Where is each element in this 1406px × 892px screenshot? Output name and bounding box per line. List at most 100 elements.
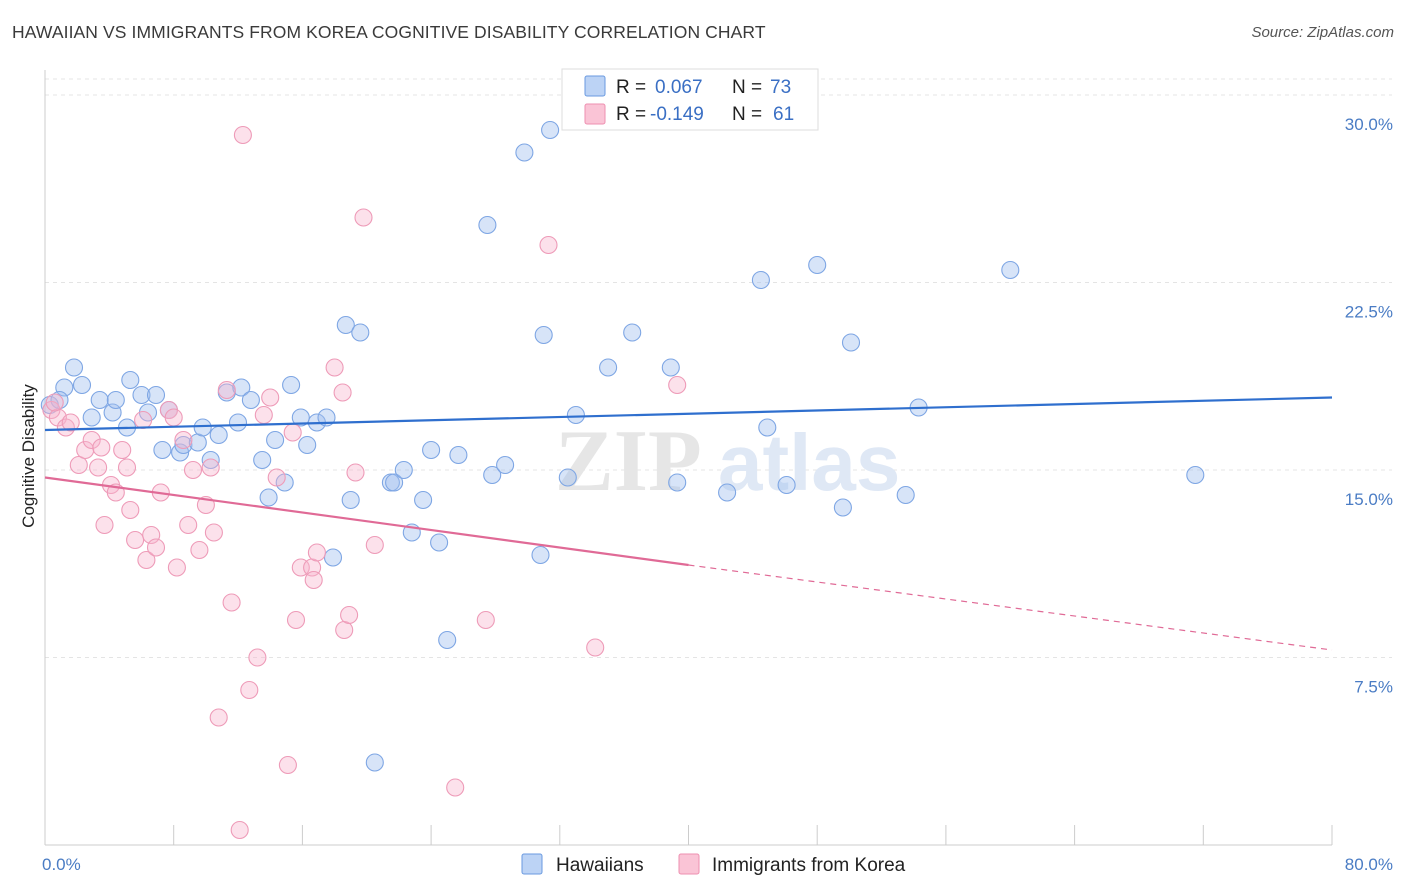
point-korea <box>113 440 132 460</box>
legend-r-value-2: -0.149 <box>650 104 704 125</box>
point-hawaiian <box>751 270 770 290</box>
legend-bottom-label-korea: Immigrants from Korea <box>712 855 906 876</box>
point-hawaiian <box>566 405 585 425</box>
point-korea <box>137 550 156 570</box>
point-korea <box>92 438 111 457</box>
point-korea <box>230 820 249 840</box>
y-tick-labels: 7.5% 15.0% 22.5% 30.0% <box>1345 115 1393 697</box>
point-korea <box>476 610 495 630</box>
point-korea <box>254 405 273 425</box>
point-hawaiian <box>541 120 560 140</box>
point-hawaiian <box>90 390 109 410</box>
point-hawaiian <box>201 450 220 470</box>
point-korea <box>365 535 384 555</box>
legend-bottom-label-hawaiians: Hawaiians <box>556 855 644 876</box>
y-tick-label: 30.0% <box>1345 115 1393 134</box>
y-tick-label: 15.0% <box>1345 490 1393 509</box>
point-korea <box>304 570 323 590</box>
point-hawaiian <box>422 440 441 460</box>
point-hawaiian <box>282 375 301 395</box>
point-hawaiian <box>64 358 84 377</box>
legend-n-label-2: N = <box>732 104 762 125</box>
legend-n-value-2: 61 <box>773 104 794 125</box>
point-korea <box>217 380 236 400</box>
x-tick-label-min: 0.0% <box>42 855 81 874</box>
point-korea <box>209 708 228 727</box>
point-hawaiian <box>661 358 680 377</box>
point-hawaiian <box>132 385 151 405</box>
trend-line-korea <box>44 476 689 567</box>
point-hawaiian <box>718 483 737 502</box>
point-korea <box>134 410 153 430</box>
chart-title: HAWAIIAN VS IMMIGRANTS FROM KOREA COGNIT… <box>12 22 766 42</box>
point-hawaiian <box>623 323 642 342</box>
point-korea <box>240 680 259 700</box>
point-hawaiian <box>365 753 384 772</box>
grid-lines <box>45 78 1392 658</box>
point-hawaiian <box>668 473 687 492</box>
point-hawaiian <box>341 490 360 510</box>
point-korea <box>117 458 137 477</box>
point-hawaiian <box>1186 465 1205 485</box>
legend-r-label-2: R = <box>616 104 646 125</box>
series-hawaiians <box>40 120 1205 772</box>
point-korea <box>307 543 326 562</box>
point-korea <box>69 455 88 475</box>
point-hawaiian <box>193 418 212 437</box>
point-korea <box>539 235 558 255</box>
point-hawaiian <box>758 418 777 437</box>
point-korea <box>222 593 241 612</box>
point-hawaiian <box>438 630 457 650</box>
legend-bottom: Hawaiians Immigrants from Korea <box>521 853 906 876</box>
point-hawaiian <box>253 450 272 470</box>
point-korea <box>446 778 465 797</box>
point-korea <box>283 423 302 442</box>
legend-bottom-swatch-hawaiians <box>521 853 543 875</box>
point-korea <box>286 610 306 630</box>
point-hawaiian <box>232 378 251 397</box>
point-hawaiian <box>291 408 310 427</box>
point-korea <box>354 208 373 227</box>
point-hawaiian <box>841 333 861 352</box>
point-hawaiian <box>82 408 101 427</box>
legend-n-label-1: N = <box>732 77 762 98</box>
point-hawaiian <box>241 390 260 410</box>
legend-top: R = 0.067 N = 73 R = -0.149 N = 61 <box>561 68 819 131</box>
x-tick-label-max: 80.0% <box>1345 855 1393 874</box>
point-hawaiian <box>298 435 317 455</box>
point-hawaiian <box>336 315 355 335</box>
y-tick-label: 7.5% <box>1354 678 1393 697</box>
point-korea <box>233 125 252 145</box>
point-korea <box>333 383 352 402</box>
point-korea <box>174 430 193 450</box>
point-hawaiian <box>174 435 193 455</box>
point-hawaiian <box>209 425 228 445</box>
point-hawaiian <box>351 323 370 342</box>
point-korea <box>668 375 687 395</box>
trend-line-hawaiians <box>44 396 1333 432</box>
point-korea <box>61 413 80 432</box>
y-tick-label: 22.5% <box>1345 303 1393 322</box>
point-korea <box>121 500 140 520</box>
trend-lines <box>44 396 1333 651</box>
point-hawaiian <box>153 440 172 460</box>
point-korea <box>346 463 365 482</box>
point-hawaiian <box>558 468 577 487</box>
point-korea <box>56 418 75 437</box>
point-korea <box>95 515 114 535</box>
point-hawaiian <box>531 545 550 565</box>
point-korea <box>335 620 354 640</box>
point-korea <box>204 523 223 542</box>
point-korea <box>126 530 145 550</box>
point-hawaiian <box>478 215 497 235</box>
point-korea <box>179 515 198 535</box>
point-korea <box>248 648 267 667</box>
point-korea <box>167 558 186 577</box>
point-hawaiian <box>515 143 534 162</box>
point-hawaiian <box>808 255 827 275</box>
point-korea <box>201 458 220 477</box>
point-hawaiian <box>72 375 92 395</box>
point-hawaiian <box>599 358 618 377</box>
point-hawaiian <box>394 460 413 480</box>
